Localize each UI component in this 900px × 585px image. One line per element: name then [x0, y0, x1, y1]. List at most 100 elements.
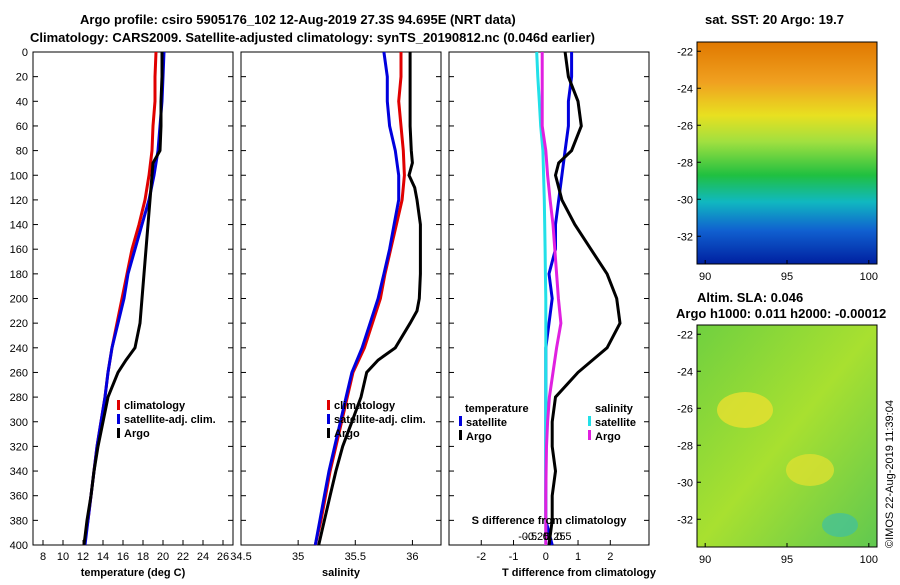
map-x-tick-label: 90 — [699, 271, 711, 283]
map-y-tick-label: -30 — [677, 477, 693, 489]
sla-axes: 90 95 100 -22 -24 -26 -28 -30 -32 — [677, 329, 878, 566]
legend-label: satellite — [466, 417, 507, 429]
sst-map-title: sat. SST: 20 Argo: 19.7 — [705, 12, 844, 27]
series-line-argo — [82, 52, 164, 546]
x-tick-label: -2 — [476, 551, 486, 563]
title-line-2: Climatology: CARS2009. Satellite-adjuste… — [30, 30, 595, 45]
depth-tick-label: 140 — [10, 220, 28, 232]
legend-swatch — [588, 416, 591, 426]
depth-tick-label: 240 — [10, 343, 28, 355]
top-tick-label: 0.5 — [556, 531, 571, 543]
legend-label: satellite-adj. clim. — [124, 414, 216, 426]
title-line-1: Argo profile: csiro 5905176_102 12-Aug-2… — [80, 12, 516, 27]
x-tick-label: 8 — [40, 551, 46, 563]
x-axis-label: temperature (deg C) — [81, 567, 186, 579]
map-y-tick-label: -32 — [677, 231, 693, 243]
depth-tick-label: 200 — [10, 294, 28, 306]
map-x-tick-label: 95 — [781, 271, 793, 283]
legend-swatch — [588, 430, 591, 440]
depth-tick-label: 160 — [10, 244, 28, 256]
x-tick-label: 0 — [543, 551, 549, 563]
series-line-t-argo — [547, 51, 622, 546]
sst-axes: 90 95 100 -22 -24 -26 -28 -30 -32 — [677, 46, 878, 283]
depth-tick-label: 320 — [10, 441, 28, 453]
depth-tick-label: 100 — [10, 170, 28, 182]
depth-tick-label: 300 — [10, 417, 28, 429]
depth-tick-label: 60 — [16, 121, 28, 133]
sla-map-title-2: Argo h1000: 0.011 h2000: -0.00012 — [676, 306, 886, 321]
sla-map — [696, 324, 878, 548]
depth-tick-label: 380 — [10, 515, 28, 527]
x-tick-label: 10 — [57, 551, 69, 563]
map-y-tick-label: -28 — [677, 157, 693, 169]
x-tick-label: 18 — [137, 551, 149, 563]
legend-title: salinity — [595, 403, 634, 415]
sla-map-title-1: Altim. SLA: 0.046 — [697, 290, 803, 305]
depth-tick-label: 80 — [16, 146, 28, 158]
x-tick-label: 26 — [217, 551, 229, 563]
map-x-tick-label: 90 — [699, 554, 711, 566]
series-line-satellite-adj-clim- — [313, 51, 401, 546]
x-tick-label: 14 — [97, 551, 109, 563]
legend-label: Argo — [595, 431, 621, 443]
sla-field — [697, 325, 877, 547]
legend-swatch — [117, 400, 120, 410]
difference-panel: -2 -1 0 1 2 T difference from climatology S di… — [448, 51, 657, 579]
panel-frame — [32, 51, 234, 546]
map-y-tick-label: -22 — [677, 46, 693, 58]
footer-credit: ©IMOS 22-Aug-2019 11:39:04 — [884, 400, 896, 548]
x-tick-label: 1 — [575, 551, 581, 563]
depth-tick-label: 120 — [10, 195, 28, 207]
x-tick-label: 36 — [406, 551, 418, 563]
map-y-tick-label: -26 — [677, 403, 693, 415]
map-y-tick-label: -30 — [677, 194, 693, 206]
top-tick-label: 0.25 — [544, 531, 565, 543]
map-y-tick-label: -28 — [677, 440, 693, 452]
x-tick-label: 35 — [292, 551, 304, 563]
series-line-s-argo — [540, 52, 563, 545]
legend-swatch — [117, 428, 120, 438]
legend-swatch — [459, 430, 462, 440]
depth-tick-label: 40 — [16, 96, 28, 108]
series-line-argo — [317, 52, 422, 546]
sst-map — [696, 41, 878, 265]
legend-swatch — [117, 414, 120, 424]
temperature-panel: 8 10 12 14 16 18 20 22 24 26 temperature (deg C) cl… — [32, 51, 234, 579]
legend-label: satellite-adj. clim. — [334, 414, 426, 426]
x-tick-label: 12 — [77, 551, 89, 563]
x-axis-label: T difference from climatology — [502, 567, 657, 579]
top-tick-label: -0.5 — [518, 531, 537, 543]
depth-tick-label: 340 — [10, 466, 28, 478]
depth-tick-label: 0 — [22, 47, 28, 59]
top-axis-label: S difference from climatology — [472, 515, 628, 527]
x-tick-label: 34.5 — [230, 551, 251, 563]
map-y-tick-label: -26 — [677, 120, 693, 132]
legend-label: Argo — [466, 431, 492, 443]
sla-low-patch — [822, 513, 858, 537]
top-tick-label: 0 — [543, 531, 549, 543]
map-x-tick-label: 100 — [860, 554, 878, 566]
x-tick-label: -1 — [509, 551, 519, 563]
depth-tick-label: 280 — [10, 392, 28, 404]
salinity-panel: 34.5 35 35.5 36 salinity climatology satellite… — [230, 51, 442, 579]
map-x-tick-label: 100 — [860, 271, 878, 283]
legend-label: satellite — [595, 417, 636, 429]
x-tick-label: 24 — [197, 551, 209, 563]
sla-high-patch — [786, 454, 834, 486]
sla-high-patch — [717, 392, 773, 428]
legend-swatch — [459, 416, 462, 426]
legend-label: climatology — [124, 400, 186, 412]
legend-swatch — [327, 400, 330, 410]
map-y-tick-label: -24 — [677, 366, 693, 378]
depth-tick-label: 360 — [10, 491, 28, 503]
depth-tick-label: 220 — [10, 318, 28, 330]
top-tick-label: -0.25 — [524, 531, 549, 543]
legend-label: Argo — [334, 428, 360, 440]
legend-swatch — [327, 414, 330, 424]
panel-frame — [240, 51, 442, 546]
panel-frame — [448, 51, 650, 546]
x-tick-label: 2 — [607, 551, 613, 563]
depth-tick-label: 180 — [10, 269, 28, 281]
